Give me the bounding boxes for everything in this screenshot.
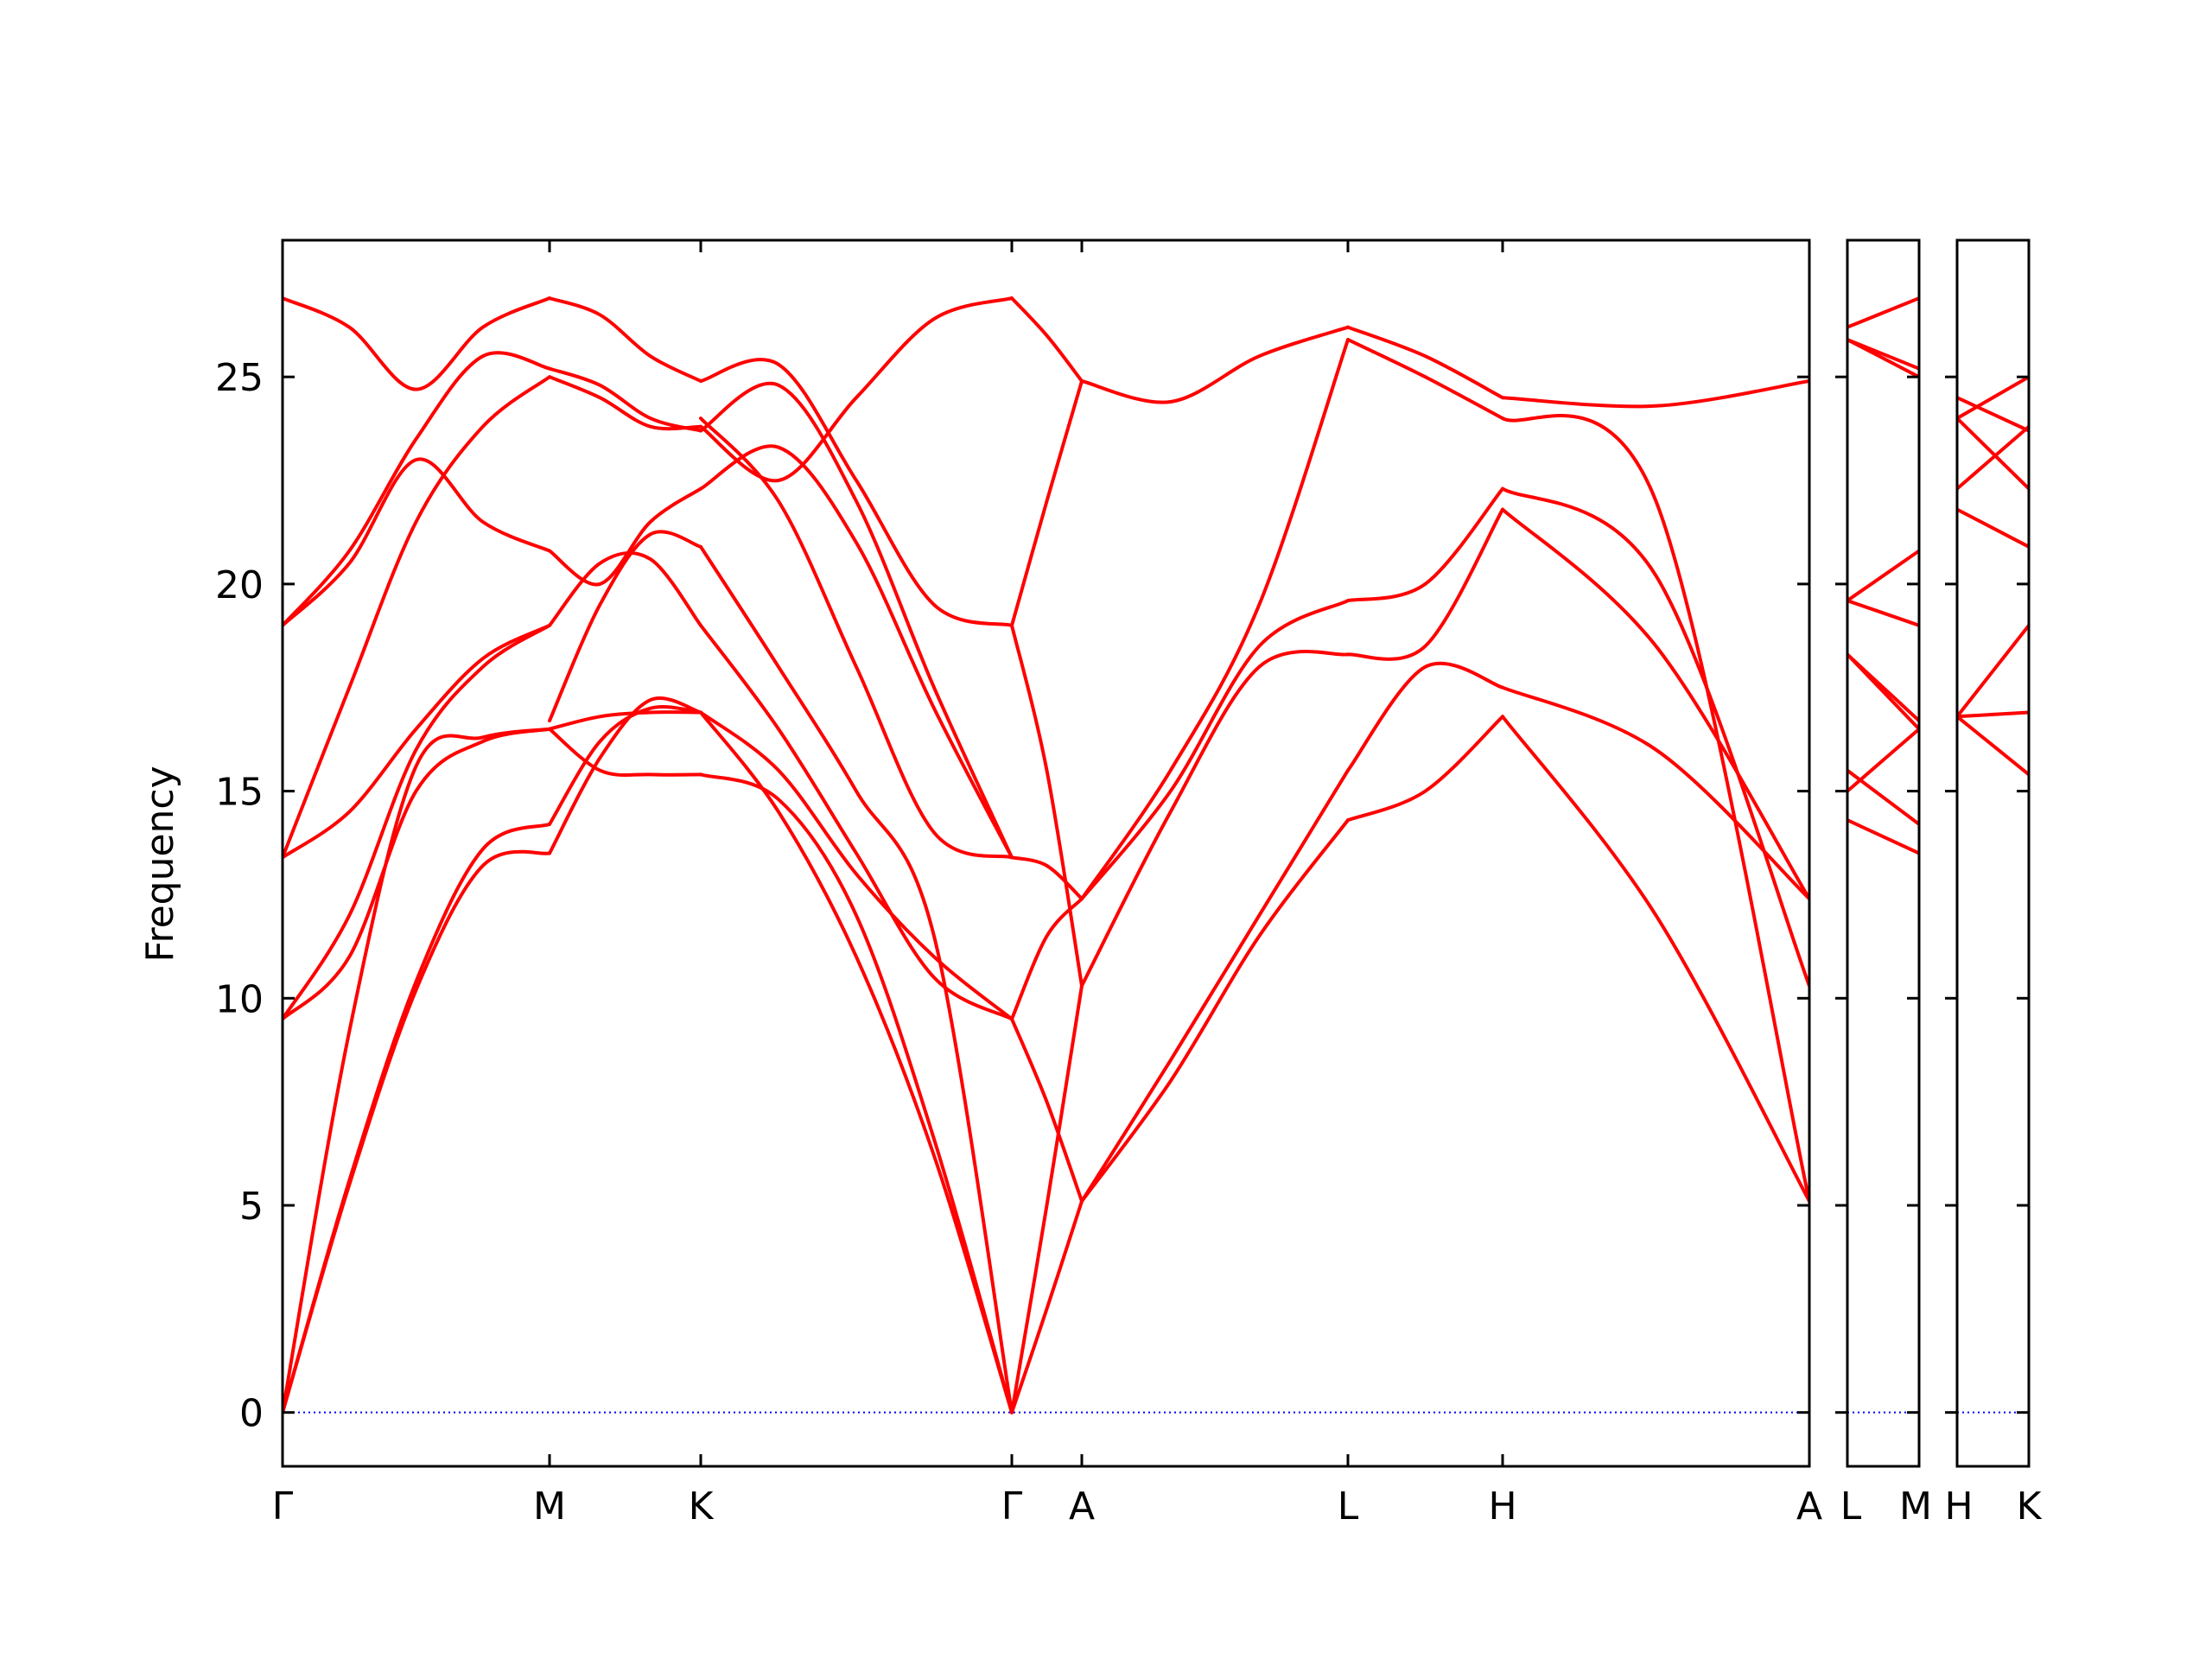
x-tick-label: L (1840, 1484, 1862, 1529)
band-line-K-Γ-8 (699, 296, 1014, 483)
band-line-K-Γ-6 (699, 444, 1014, 860)
band-line-H-K-6 (1957, 416, 2029, 491)
panel-frame-3 (1955, 238, 2031, 1468)
band-line-L-H-6 (1346, 325, 1504, 400)
band-line-K-Γ-3 (699, 710, 1014, 1021)
y-tick-label: 15 (215, 771, 264, 815)
band-line-L-M-5 (1847, 652, 1919, 723)
band-line-Γ-A-7 (1010, 379, 1084, 627)
x-tick-label: K (2017, 1484, 2043, 1529)
band-line-L-H-5 (1346, 338, 1504, 421)
x-tick-label: L (1338, 1484, 1359, 1529)
band-line-L-M-7 (1847, 549, 1919, 603)
band-line-K-Γ-7 (699, 381, 1014, 860)
panel-frame-2 (1846, 238, 1921, 1468)
panel-frame-1 (281, 238, 1811, 1468)
band-line-L-M-9 (1847, 338, 1919, 379)
band-line-L-M-6 (1847, 599, 1919, 627)
x-tick-label: Γ (1001, 1484, 1023, 1529)
band-line-L-H-1 (1346, 715, 1504, 823)
band-line-Γ-A-3 (1010, 897, 1084, 1021)
band-line-Γ-M-2 (283, 822, 551, 1414)
band-line-K-Γ-1 (699, 710, 1014, 1414)
band-line-A-L-1 (1080, 818, 1350, 1204)
y-tick-labels: 0 5 10 15 20 25 (215, 356, 264, 1435)
band-line-A-L-3 (1080, 650, 1350, 988)
band-line-H-K-2 (1957, 715, 2029, 777)
band-line-H-A-6 (1501, 379, 1809, 409)
band-line-H-K-7 (1957, 375, 2029, 421)
band-line-K-Γ-4 (699, 623, 1014, 1021)
band-line-Γ-M-8 (283, 457, 551, 627)
x-tick-label: H (1488, 1484, 1516, 1529)
panel-frames (281, 238, 2031, 1468)
band-line-H-K-4 (1957, 507, 2029, 549)
band-line-L-H-4 (1346, 486, 1504, 603)
band-line-L-H-3 (1346, 507, 1504, 661)
band-line-H-A-1 (1501, 715, 1809, 1204)
x-tick-label: M (533, 1484, 566, 1529)
band-line-M-K-1 (548, 696, 702, 855)
axis-ticks (281, 240, 2031, 1466)
band-line-L-M-2 (1847, 768, 1919, 826)
x-tick-label: A (1069, 1484, 1095, 1529)
y-tick-label: 10 (215, 977, 264, 1021)
band-line-Γ-A-8 (1010, 296, 1084, 383)
band-line-Γ-A-1 (1010, 1199, 1084, 1414)
band-line-Γ-A-5 (1010, 855, 1084, 901)
band-line-M-K-10 (548, 296, 702, 383)
band-line-L-M-3 (1847, 727, 1919, 793)
band-line-Γ-M-5 (283, 623, 551, 1021)
band-line-M-K-8 (548, 375, 702, 431)
y-tick-label: 0 (239, 1392, 264, 1436)
band-line-M-K-5 (548, 530, 702, 723)
band-line-M-K-9 (548, 366, 702, 433)
band-line-L-M-1 (1847, 818, 1919, 855)
band-line-H-A-2 (1501, 685, 1809, 901)
band-line-Γ-M-1 (283, 849, 551, 1414)
band-line-A-L-4 (1080, 599, 1350, 901)
x-tick-label: Γ (272, 1484, 294, 1529)
band-line-Γ-M-4 (283, 727, 551, 1021)
band-line-M-K-7 (548, 486, 702, 587)
band-line-M-K-4 (548, 710, 702, 731)
band-line-H-K-8 (1957, 396, 2029, 433)
y-tick-label: 5 (239, 1185, 264, 1229)
band-line-H-A-4 (1501, 486, 1809, 988)
y-tick-label: 20 (215, 563, 264, 607)
band-line-Γ-M-10 (283, 296, 551, 391)
band-line-L-M-10 (1847, 296, 1919, 329)
band-line-A-L-2 (1080, 768, 1350, 1204)
band-line-K-Γ-5 (699, 544, 1014, 1414)
band-line-H-K-3 (1957, 623, 2029, 719)
band-line-Γ-M-9 (283, 351, 551, 627)
band-line-Γ-A-6 (1010, 623, 1084, 988)
y-axis-label: Frequency (138, 766, 182, 962)
x-tick-label: H (1944, 1484, 1973, 1529)
band-line-Γ-A-2 (1010, 983, 1084, 1414)
x-tick-label: M (1899, 1484, 1932, 1529)
band-line-A-L-6 (1080, 325, 1350, 404)
band-line-K-Γ-10 (699, 358, 1014, 627)
band-line-M-K-6 (548, 550, 702, 627)
band-line-H-K-1 (1957, 710, 2029, 719)
x-tick-label: A (1796, 1484, 1822, 1529)
band-line-M-K-3 (548, 727, 702, 777)
band-line-Γ-A-4 (1010, 1017, 1084, 1204)
x-tick-label: K (689, 1484, 715, 1529)
y-tick-label: 25 (215, 356, 264, 400)
band-line-H-A-3 (1501, 507, 1809, 901)
band-line-A-L-5 (1080, 338, 1350, 901)
band-line-K-Γ-2 (699, 772, 1014, 1414)
band-line-L-H-2 (1346, 661, 1504, 772)
band-line-Γ-M-7 (283, 375, 551, 860)
band-line-Γ-M-6 (283, 623, 551, 860)
band-line-M-K-2 (548, 704, 702, 826)
band-line-H-A-5 (1501, 413, 1809, 1204)
band-line-K-Γ-9 (699, 416, 1014, 860)
band-line-H-K-5 (1957, 424, 2029, 491)
phonon-bands (283, 296, 2029, 1414)
